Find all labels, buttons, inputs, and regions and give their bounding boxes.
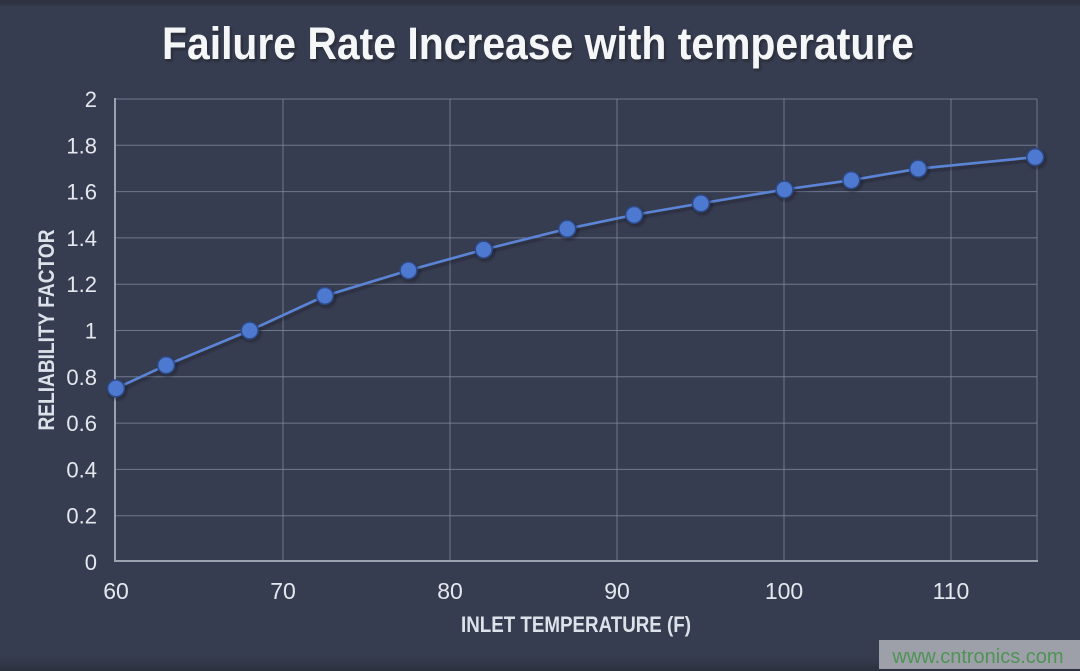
svg-text:Failure Rate Increase with tem: Failure Rate Increase with temperature — [162, 18, 914, 69]
svg-text:2: 2 — [85, 87, 97, 112]
svg-text:0: 0 — [85, 550, 97, 575]
svg-text:100: 100 — [765, 578, 803, 604]
svg-text:0.6: 0.6 — [66, 411, 97, 436]
svg-text:0.4: 0.4 — [66, 457, 97, 482]
svg-text:www.cntronics.com: www.cntronics.com — [891, 646, 1063, 668]
svg-text:110: 110 — [933, 578, 970, 604]
svg-text:70: 70 — [270, 578, 296, 604]
svg-text:1.8: 1.8 — [66, 133, 97, 158]
svg-text:1.4: 1.4 — [66, 226, 97, 251]
svg-text:INLET TEMPERATURE (F): INLET TEMPERATURE (F) — [461, 612, 691, 637]
svg-text:1.2: 1.2 — [66, 272, 97, 297]
svg-text:1.6: 1.6 — [66, 180, 97, 205]
svg-text:RELIABILITY FACTOR: RELIABILITY FACTOR — [34, 229, 59, 430]
svg-text:0.2: 0.2 — [66, 504, 97, 529]
svg-text:60: 60 — [103, 578, 129, 604]
svg-text:0.8: 0.8 — [66, 365, 97, 390]
svg-text:1: 1 — [85, 319, 97, 344]
svg-text:80: 80 — [437, 578, 463, 604]
svg-text:90: 90 — [604, 578, 630, 604]
